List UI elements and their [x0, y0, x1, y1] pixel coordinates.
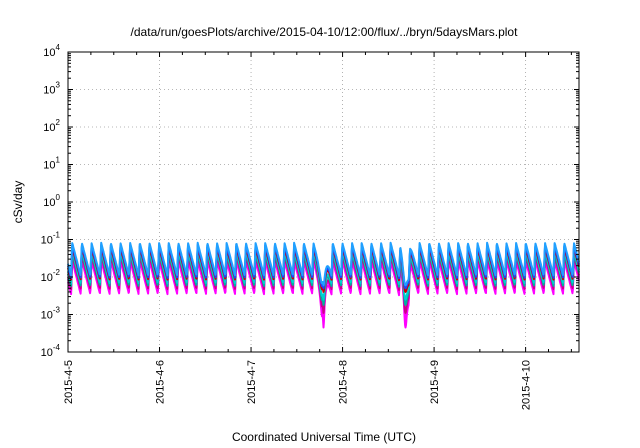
y-tick-label: 10-2 — [41, 268, 61, 284]
y-axis-label: cSv/day — [11, 181, 25, 224]
y-tick-label: 10-3 — [41, 306, 61, 322]
x-tick-label: 2015-4-10 — [521, 360, 533, 410]
y-tick-label: 10-1 — [41, 231, 61, 247]
y-tick-label: 102 — [43, 118, 60, 134]
x-tick-group: 2015-4-5 2015-4-6 2015-4-7 2015-4-8 2015-4-9… — [63, 52, 572, 410]
y-tick-label: 10-4 — [41, 343, 61, 359]
y-tick-label: 100 — [43, 193, 60, 209]
y-tick-label: 104 — [43, 43, 60, 59]
x-tick-label: 2015-4-6 — [155, 360, 167, 404]
x-axis-label: Coordinated Universal Time (UTC) — [232, 430, 416, 444]
y-tick-label: 103 — [43, 81, 60, 97]
series-group — [67, 241, 580, 329]
y-tick-group: 10-4 10-3 10-2 10-1 100 101 102 103 104 — [41, 43, 579, 359]
x-tick-label: 2015-4-7 — [246, 360, 258, 404]
series-line — [67, 241, 580, 287]
x-tick-label: 2015-4-5 — [63, 360, 75, 404]
x-tick-label: 2015-4-8 — [338, 360, 350, 404]
y-tick-label: 101 — [43, 156, 60, 172]
x-tick-label: 2015-4-9 — [429, 360, 441, 404]
chart-title: /data/run/goesPlots/archive/2015-04-10/1… — [131, 25, 519, 39]
